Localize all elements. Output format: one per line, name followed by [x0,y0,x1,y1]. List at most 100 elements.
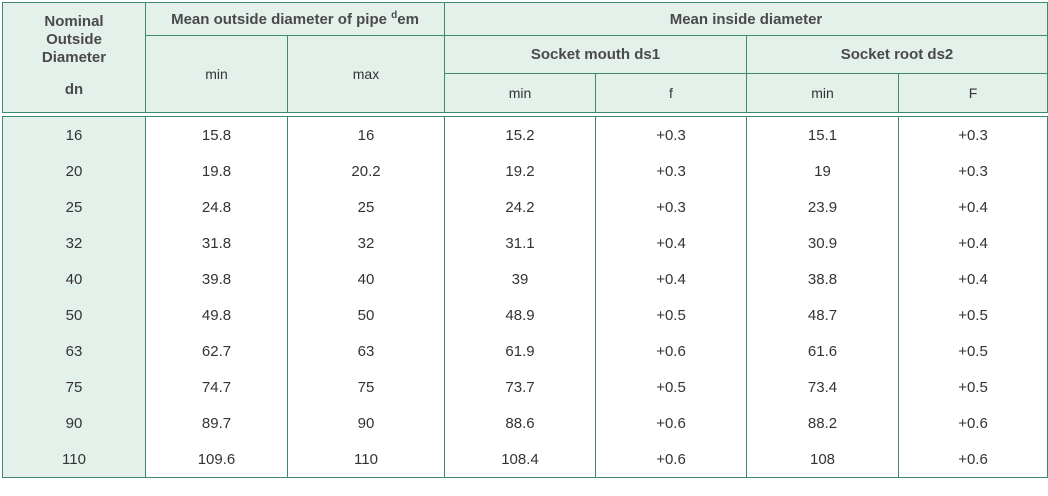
cell-root-min: 48.7 [746,297,899,333]
cell-mouth-min: 73.7 [444,369,596,405]
cell-root-F: +0.4 [898,261,1048,297]
cell-dn: 110 [2,441,146,478]
mean-outside-diameter-header: Mean outside diameter of pipe dem [145,2,445,36]
cell-mouth-f: +0.3 [595,189,747,225]
cell-dn: 32 [2,225,146,261]
cell-mouth-min: 39 [444,261,596,297]
mean-outside-sup: d [391,10,398,21]
cell-outside-max: 90 [287,405,445,441]
cell-outside-min: 49.8 [145,297,288,333]
cell-outside-min: 24.8 [145,189,288,225]
cell-outside-min: 109.6 [145,441,288,478]
cell-outside-max: 16 [287,116,445,153]
cell-mouth-f: +0.3 [595,153,747,189]
table-row: 20 19.8 20.2 19.2 +0.3 19 +0.3 [2,153,1048,189]
cell-root-F: +0.4 [898,225,1048,261]
table-row: 50 49.8 50 48.9 +0.5 48.7 +0.5 [2,297,1048,333]
cell-root-F: +0.3 [898,116,1048,153]
cell-dn: 90 [2,405,146,441]
nominal-line-1: Nominal [44,13,104,30]
cell-outside-min: 62.7 [145,333,288,369]
mean-inside-diameter-header: Mean inside diameter [444,2,1048,36]
cell-root-F: +0.5 [898,297,1048,333]
cell-root-min: 108 [746,441,899,478]
cell-mouth-min: 88.6 [444,405,596,441]
cell-root-F: +0.6 [898,441,1048,478]
table-row: 16 15.8 16 15.2 +0.3 15.1 +0.3 [2,116,1048,153]
cell-outside-min: 89.7 [145,405,288,441]
socket-mouth-f-header: f [595,73,747,113]
socket-root-F-header: F [898,73,1048,113]
outside-max-header: max [287,35,445,113]
mean-outside-text: Mean outside diameter of pipe [171,11,392,28]
socket-root-min-header: min [746,73,899,113]
cell-root-min: 19 [746,153,899,189]
cell-mouth-min: 15.2 [444,116,596,153]
pipe-dimension-table: Nominal Outside Diameter dn Mean outside… [2,2,1048,478]
mean-outside-suffix: em [397,11,419,28]
cell-root-F: +0.5 [898,369,1048,405]
socket-root-header: Socket root ds2 [746,35,1048,74]
cell-dn: 20 [2,153,146,189]
cell-root-min: 61.6 [746,333,899,369]
cell-mouth-min: 61.9 [444,333,596,369]
table-row: 110 109.6 110 108.4 +0.6 108 +0.6 [2,441,1048,478]
table-row: 63 62.7 63 61.9 +0.6 61.6 +0.5 [2,333,1048,369]
table-row: 75 74.7 75 73.7 +0.5 73.4 +0.5 [2,369,1048,405]
cell-mouth-f: +0.4 [595,261,747,297]
cell-mouth-min: 19.2 [444,153,596,189]
cell-mouth-f: +0.5 [595,369,747,405]
cell-root-min: 30.9 [746,225,899,261]
cell-mouth-f: +0.5 [595,297,747,333]
cell-outside-max: 20.2 [287,153,445,189]
nominal-outside-diameter-header: Nominal Outside Diameter dn [2,2,146,113]
cell-dn: 50 [2,297,146,333]
cell-root-min: 15.1 [746,116,899,153]
header-gap [2,112,1048,117]
cell-mouth-min: 31.1 [444,225,596,261]
socket-mouth-min-header: min [444,73,596,113]
cell-mouth-f: +0.6 [595,441,747,478]
outside-min-header: min [145,35,288,113]
cell-outside-max: 63 [287,333,445,369]
cell-outside-min: 74.7 [145,369,288,405]
cell-outside-max: 110 [287,441,445,478]
cell-mouth-min: 48.9 [444,297,596,333]
nominal-line-3: Diameter [41,49,107,66]
cell-mouth-f: +0.4 [595,225,747,261]
table-row: 40 39.8 40 39 +0.4 38.8 +0.4 [2,261,1048,297]
cell-mouth-min: 108.4 [444,441,596,478]
cell-outside-min: 15.8 [145,116,288,153]
cell-outside-max: 32 [287,225,445,261]
cell-root-F: +0.6 [898,405,1048,441]
cell-root-F: +0.4 [898,189,1048,225]
cell-root-F: +0.3 [898,153,1048,189]
header-gap-cell [2,112,1048,117]
cell-dn: 63 [2,333,146,369]
cell-root-min: 23.9 [746,189,899,225]
cell-outside-max: 75 [287,369,445,405]
cell-outside-min: 39.8 [145,261,288,297]
cell-outside-min: 19.8 [145,153,288,189]
cell-mouth-f: +0.6 [595,333,747,369]
cell-outside-max: 50 [287,297,445,333]
table-header: Nominal Outside Diameter dn Mean outside… [2,2,1048,113]
cell-dn: 40 [2,261,146,297]
table-row: 25 24.8 25 24.2 +0.3 23.9 +0.4 [2,189,1048,225]
cell-root-min: 88.2 [746,405,899,441]
cell-root-min: 73.4 [746,369,899,405]
cell-dn: 25 [2,189,146,225]
cell-mouth-min: 24.2 [444,189,596,225]
cell-outside-min: 31.8 [145,225,288,261]
nominal-symbol: dn [64,81,84,98]
cell-dn: 75 [2,369,146,405]
nominal-line-2: Outside [46,31,102,48]
cell-mouth-f: +0.6 [595,405,747,441]
cell-root-min: 38.8 [746,261,899,297]
cell-root-F: +0.5 [898,333,1048,369]
cell-outside-max: 25 [287,189,445,225]
table-row: 90 89.7 90 88.6 +0.6 88.2 +0.6 [2,405,1048,441]
cell-mouth-f: +0.3 [595,116,747,153]
socket-mouth-header: Socket mouth ds1 [444,35,747,74]
